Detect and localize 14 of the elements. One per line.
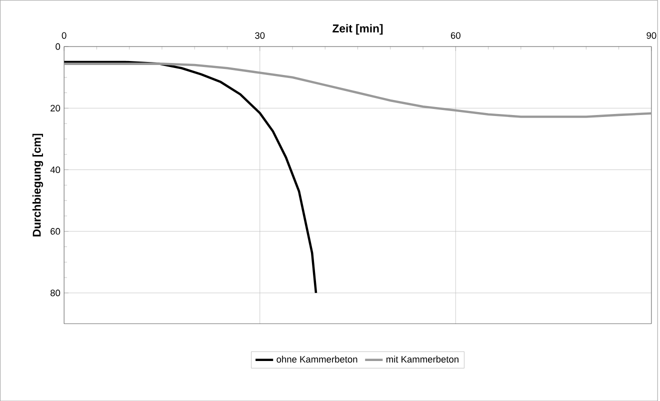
y-tick-label: 80 (50, 290, 60, 296)
x-tick-label: 60 (450, 32, 460, 39)
y-tick-label: 40 (50, 166, 60, 173)
line-series (64, 60, 318, 294)
y-tick-label: 0 (56, 43, 60, 50)
x-axis-title: Zeit [min] (332, 24, 383, 35)
x-tick-label: 0 (62, 32, 66, 39)
x-tick-label: 30 (255, 32, 265, 39)
legend-label: ohne Kammerbeton (276, 356, 358, 362)
legend-label: mit Kammerbeton (386, 356, 458, 362)
y-axis-title: Durchbiegung [cm] (32, 134, 44, 236)
y-tick-label: 20 (50, 104, 60, 112)
x-tick-label: 90 (646, 32, 656, 39)
y-tick-label: 60 (50, 228, 60, 235)
